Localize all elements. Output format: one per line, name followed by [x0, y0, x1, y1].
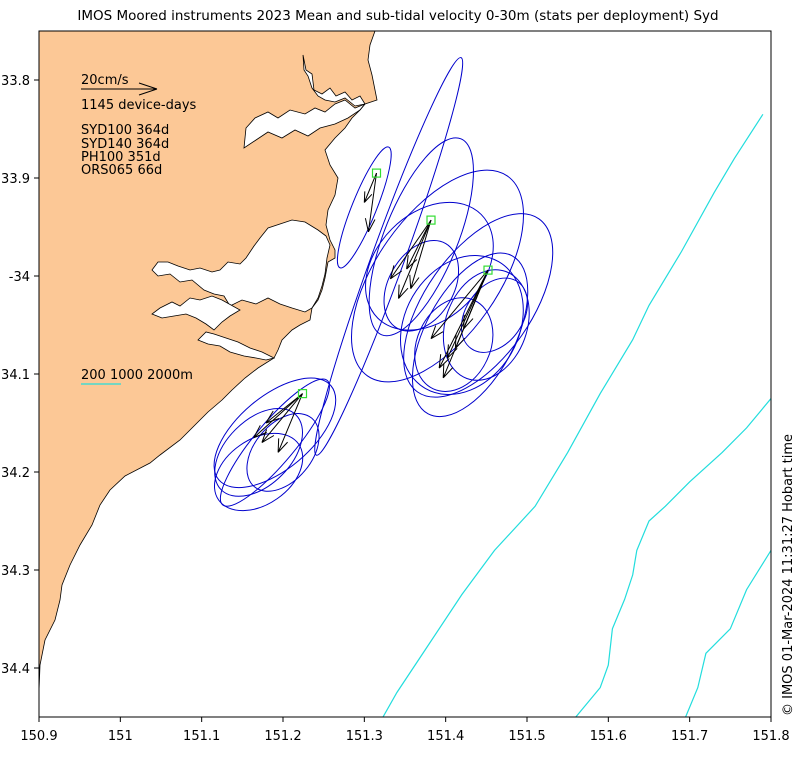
deployment-ph100: PH100 351d — [81, 150, 161, 165]
velocity-ellipse — [213, 432, 304, 512]
velocity-ellipse — [314, 57, 464, 456]
map-legend: 20cm/s 1145 device-days SYD100 364d SYD1… — [81, 73, 197, 385]
mean-vector-ph100 — [389, 219, 432, 280]
mean-vector-syd100 — [253, 393, 303, 439]
isobath-lines — [382, 113, 771, 717]
velocity-ellipse — [442, 269, 530, 381]
x-tick-label: 151 — [108, 729, 133, 744]
y-axis-ticks: 33.8 33.9 -34 34.1 34.2 34.3 34.4 — [1, 74, 39, 677]
isobaths-label: 200 1000 2000m — [81, 368, 193, 383]
mean-vector-ph100 — [409, 219, 432, 289]
site-marker-ph100 — [426, 215, 436, 225]
mooring-site-markers — [297, 168, 493, 399]
x-tick-label: 151.4 — [427, 729, 464, 744]
isobath-1000m — [575, 398, 771, 717]
scale-arrow — [81, 82, 158, 96]
land-mass — [39, 31, 377, 717]
x-tick-label: 151.3 — [346, 729, 383, 744]
mean-velocity-vectors — [253, 172, 489, 453]
botany-bay — [151, 219, 331, 313]
velocity-ellipses — [213, 57, 554, 512]
velocity-ellipse — [403, 213, 554, 398]
port-jackson-estuary — [243, 99, 366, 149]
y-tick-label: 34.3 — [1, 564, 30, 579]
velocity-ellipse — [368, 137, 474, 337]
mean-vector-syd140 — [430, 269, 489, 340]
velocity-ellipse — [213, 377, 337, 489]
x-tick-label: 151.5 — [508, 729, 545, 744]
velocity-ellipse — [351, 169, 524, 383]
y-tick-label: 33.9 — [1, 172, 30, 187]
y-tick-label: 34.4 — [1, 662, 30, 677]
velocity-ellipse — [336, 146, 392, 269]
mean-vector-ph100 — [398, 219, 432, 299]
chart-title: IMOS Moored instruments 2023 Mean and su… — [77, 8, 719, 24]
x-tick-label: 151.6 — [590, 729, 627, 744]
x-tick-label: 150.9 — [20, 729, 57, 744]
deployment-syd140: SYD140 364d — [81, 137, 169, 152]
deployment-syd100: SYD100 364d — [81, 123, 169, 138]
mean-vector-ors065 — [364, 173, 377, 233]
northern-inlet — [302, 54, 366, 107]
mean-vector-syd140 — [442, 269, 489, 379]
isobath-200m — [382, 113, 764, 717]
mean-vector-syd100 — [261, 393, 303, 444]
device-days-label: 1145 device-days — [81, 98, 197, 113]
x-tick-label: 151.8 — [752, 729, 789, 744]
x-tick-label: 151.7 — [671, 729, 708, 744]
mean-vector-syd100 — [277, 393, 303, 453]
y-tick-label: 33.8 — [1, 74, 30, 89]
coastline-outline — [39, 31, 378, 702]
velocity-ellipse — [214, 407, 304, 497]
scale-label: 20cm/s — [81, 73, 129, 88]
georges-river — [151, 295, 241, 331]
y-tick-label: 34.2 — [1, 466, 30, 481]
x-tick-label: 151.1 — [183, 729, 220, 744]
velocity-ellipse — [411, 252, 529, 418]
y-tick-label: -34 — [9, 270, 30, 285]
deployment-ors065: ORS065 66d — [81, 163, 162, 178]
velocity-ellipse — [246, 413, 320, 492]
x-tick-label: 151.2 — [264, 729, 301, 744]
site-marker-syd140 — [483, 265, 493, 275]
port-hacking — [197, 331, 276, 361]
isobath-2000m — [685, 550, 771, 717]
velocity-ellipse — [365, 201, 494, 331]
x-axis-ticks: 150.9 151 151.1 151.2 151.3 151.4 151.5 151.6 15… — [20, 717, 790, 744]
site-marker-syd100 — [297, 389, 308, 399]
y-tick-label: 34.1 — [1, 368, 30, 383]
site-marker-ors065 — [371, 168, 382, 178]
mean-vector-syd100 — [265, 393, 303, 424]
map-plot-area — [39, 31, 771, 717]
credit-label: © IMOS 01-Mar-2024 11:31:27 Hobart time — [781, 433, 796, 716]
mean-vector-ph100 — [406, 219, 432, 270]
mean-vector-ors065 — [363, 172, 377, 203]
velocity-ellipse — [460, 277, 529, 353]
